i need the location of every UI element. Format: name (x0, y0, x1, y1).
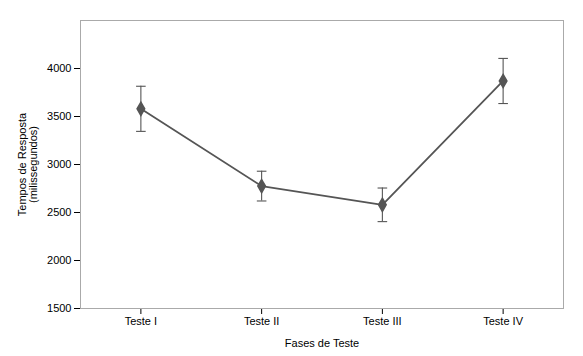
svg-text:Fases de Teste: Fases de Teste (285, 337, 359, 349)
svg-text:Teste IV: Teste IV (483, 315, 523, 327)
svg-text:Teste II: Teste II (244, 315, 279, 327)
svg-text:Teste III: Teste III (363, 315, 402, 327)
svg-text:1500: 1500 (47, 302, 71, 314)
svg-text:2000: 2000 (47, 254, 71, 266)
svg-text:Teste I: Teste I (125, 315, 157, 327)
svg-text:4000: 4000 (47, 62, 71, 74)
svg-text:Tempos de Resposta(milissegund: Tempos de Resposta(milissegundos) (16, 112, 39, 216)
svg-text:3500: 3500 (47, 110, 71, 122)
svg-text:2500: 2500 (47, 206, 71, 218)
svg-text:3000: 3000 (47, 158, 71, 170)
